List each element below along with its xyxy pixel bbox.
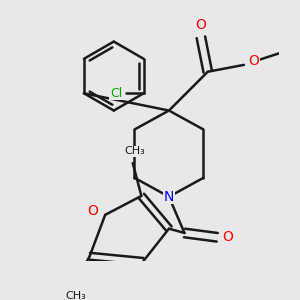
Text: CH₃: CH₃ <box>65 291 86 300</box>
Text: O: O <box>88 204 98 218</box>
Text: O: O <box>195 18 206 32</box>
Text: O: O <box>222 230 233 244</box>
Text: O: O <box>248 54 259 68</box>
Text: Cl: Cl <box>110 87 122 100</box>
Text: CH₃: CH₃ <box>124 146 145 156</box>
Text: N: N <box>164 190 174 204</box>
